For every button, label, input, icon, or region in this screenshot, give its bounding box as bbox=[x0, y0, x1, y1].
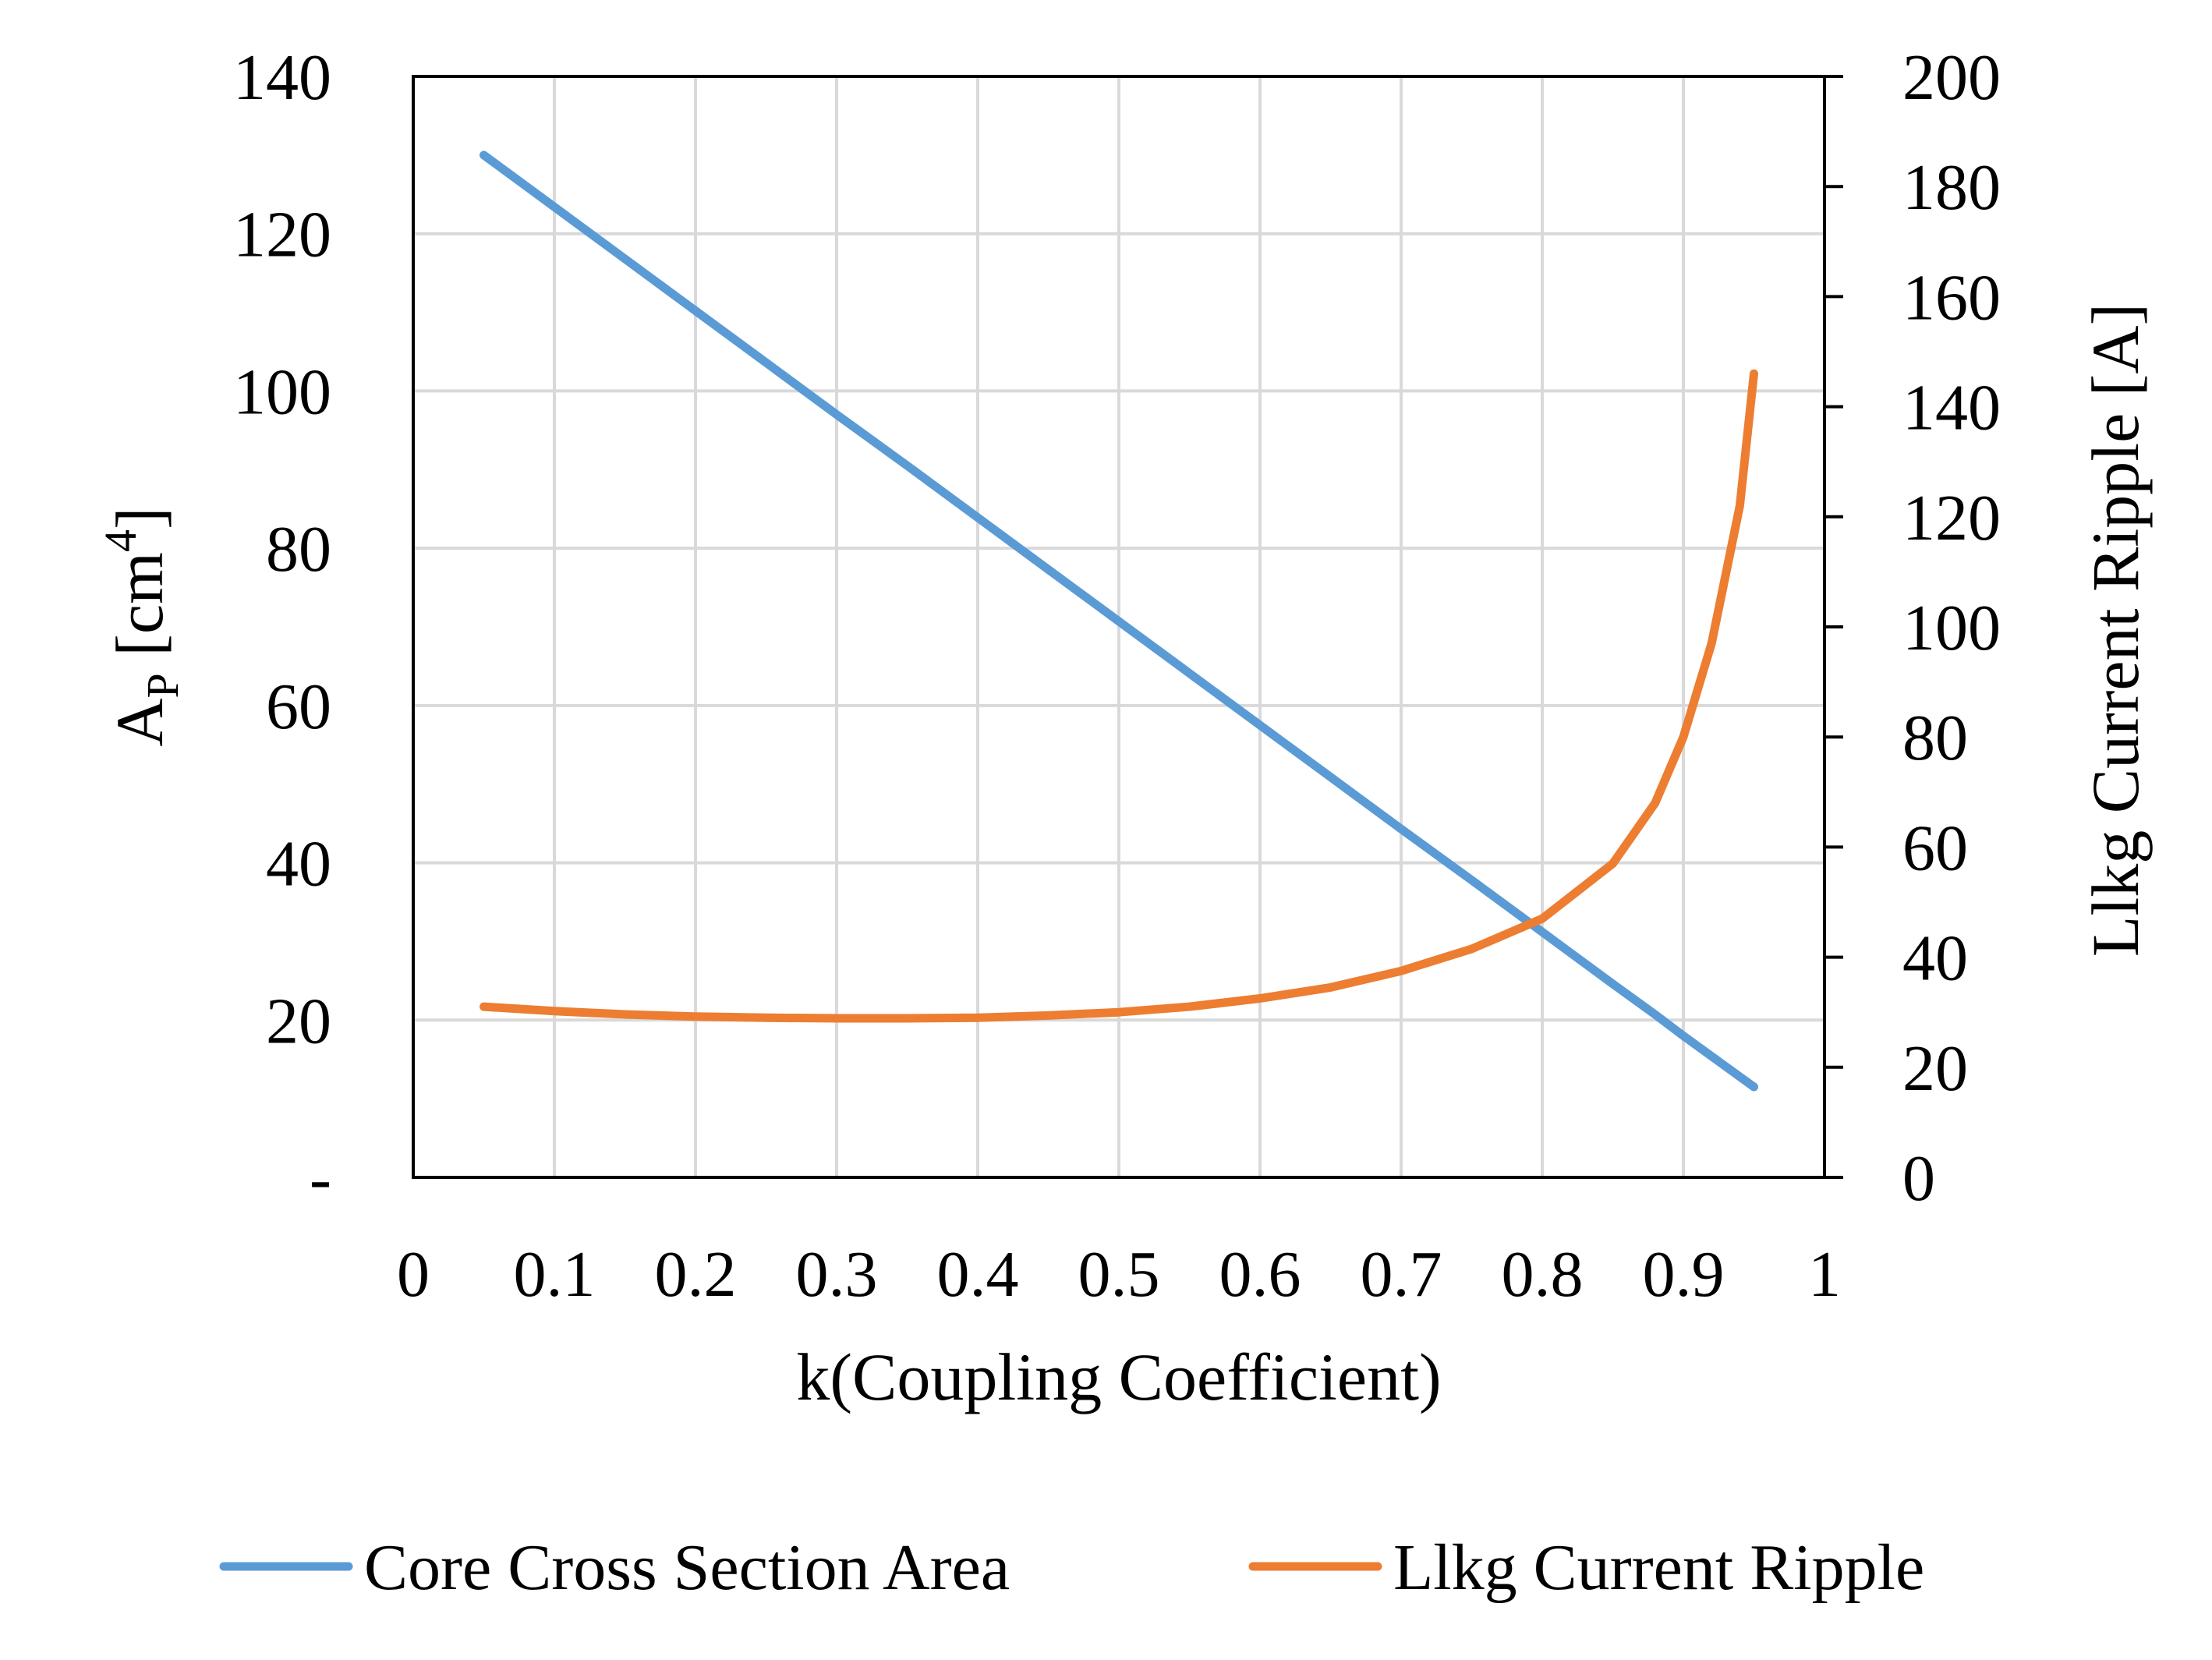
x-tick-label: 0.3 bbox=[796, 1238, 878, 1311]
x-axis-title: k(Coupling Coefficient) bbox=[796, 1340, 1441, 1414]
series-line-llkg-current-ripple bbox=[480, 369, 1758, 1023]
x-tick-label: 0.2 bbox=[655, 1238, 737, 1311]
series-layer bbox=[480, 150, 1758, 1092]
series-line-core-cross-section-area bbox=[480, 150, 1758, 1092]
y2-tick-label: 80 bbox=[1902, 702, 1968, 774]
left-axis-tick-labels: - 20 40 60 80 100 120 140 bbox=[233, 41, 331, 1215]
y-tick-label: - bbox=[310, 1142, 331, 1215]
y2-tick-label: 100 bbox=[1902, 592, 2001, 664]
y-tick-label: 100 bbox=[233, 356, 331, 428]
x-tick-label: 0.5 bbox=[1078, 1238, 1160, 1311]
y2-tick-label: 120 bbox=[1902, 482, 2001, 554]
y-axis-title: AP [cm4] bbox=[95, 507, 188, 746]
y2-tick-label: 20 bbox=[1902, 1032, 1968, 1105]
y2-tick-label: 140 bbox=[1902, 372, 2001, 444]
gridlines bbox=[413, 76, 1824, 1177]
x-tick-label: 0.8 bbox=[1502, 1238, 1584, 1311]
x-tick-label: 0 bbox=[397, 1238, 430, 1311]
y-tick-label: 60 bbox=[266, 671, 331, 743]
x-tick-label: 0.4 bbox=[937, 1238, 1019, 1311]
y-tick-label: 120 bbox=[233, 199, 331, 271]
y2-tick-label: 200 bbox=[1902, 41, 2001, 114]
y-tick-label: 80 bbox=[266, 513, 331, 586]
y2-tick-label: 160 bbox=[1902, 261, 2001, 334]
x-tick-label: 1 bbox=[1808, 1238, 1841, 1311]
x-tick-label: 0.6 bbox=[1219, 1238, 1301, 1311]
x-tick-label: 0.7 bbox=[1361, 1238, 1442, 1311]
x-tick-label: 0.1 bbox=[514, 1238, 596, 1311]
right-axis-ticks bbox=[1824, 75, 1843, 1179]
y2-tick-label: 60 bbox=[1902, 812, 1968, 884]
x-tick-label: 0.9 bbox=[1643, 1238, 1725, 1311]
legend-label-core-cross-section-area: Core Cross Section Area bbox=[364, 1531, 1010, 1604]
y-tick-label: 140 bbox=[233, 41, 331, 114]
legend: Core Cross Section Area Llkg Current Rip… bbox=[219, 1531, 1924, 1604]
x-axis-tick-labels: 0 0.1 0.2 0.3 0.4 0.5 0.6 0.7 0.8 0.9 1 bbox=[397, 1238, 1841, 1311]
y-tick-label: 20 bbox=[266, 985, 331, 1057]
y-tick-label: 40 bbox=[266, 828, 331, 901]
right-axis-tick-labels: 0 20 40 60 80 100 120 140 160 180 200 bbox=[1902, 41, 2001, 1215]
y2-tick-label: 40 bbox=[1902, 922, 1968, 995]
y2-axis-title: Llkg Current Ripple [A] bbox=[2078, 303, 2153, 957]
y2-tick-label: 180 bbox=[1902, 151, 2001, 224]
legend-label-llkg-current-ripple: Llkg Current Ripple bbox=[1393, 1531, 1924, 1604]
y2-tick-label: 0 bbox=[1902, 1142, 1935, 1215]
